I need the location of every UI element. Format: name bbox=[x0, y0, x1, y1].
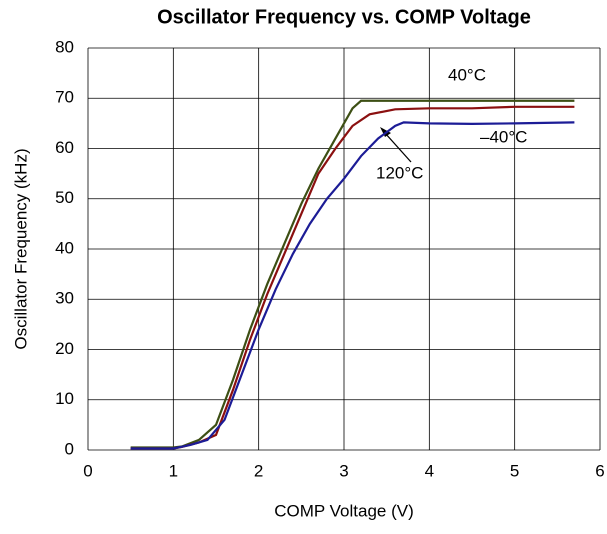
x-tick-label: 5 bbox=[510, 461, 519, 480]
chart-title: Oscillator Frequency vs. COMP Voltage bbox=[157, 6, 531, 28]
x-tick-label: 4 bbox=[425, 461, 434, 480]
series-annotation: –40°C bbox=[480, 127, 527, 146]
y-tick-label: 10 bbox=[55, 389, 74, 408]
series-line bbox=[130, 121, 575, 450]
y-tick-label: 40 bbox=[55, 238, 74, 257]
x-tick-label: 2 bbox=[254, 461, 263, 480]
y-tick-label: 80 bbox=[55, 37, 74, 56]
annotation-arrow bbox=[384, 132, 412, 163]
x-tick-label: 0 bbox=[83, 461, 92, 480]
series-line bbox=[130, 99, 575, 449]
y-tick-label: 70 bbox=[55, 88, 74, 107]
y-tick-label: 60 bbox=[55, 138, 74, 157]
series-line bbox=[130, 105, 575, 450]
y-tick-label: 30 bbox=[55, 289, 74, 308]
series-annotation: 120°C bbox=[376, 163, 423, 182]
y-tick-label: 0 bbox=[65, 439, 74, 458]
y-tick-label: 20 bbox=[55, 339, 74, 358]
x-tick-label: 3 bbox=[339, 461, 348, 480]
series-annotation: 40°C bbox=[448, 65, 486, 84]
x-axis-label: COMP Voltage (V) bbox=[274, 501, 414, 520]
y-axis-label: Oscillator Frequency (kHz) bbox=[11, 148, 30, 349]
y-tick-label: 50 bbox=[55, 188, 74, 207]
x-tick-label: 1 bbox=[169, 461, 178, 480]
x-tick-label: 6 bbox=[595, 461, 604, 480]
